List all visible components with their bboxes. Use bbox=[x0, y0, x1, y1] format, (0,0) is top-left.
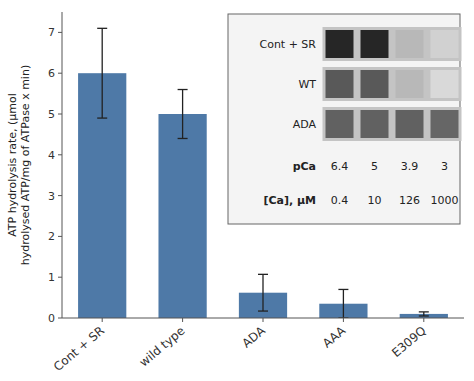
gel-band bbox=[326, 30, 354, 58]
y-tick-label: 7 bbox=[48, 26, 55, 39]
y-tick-label: 0 bbox=[48, 312, 55, 325]
y-tick bbox=[58, 236, 62, 237]
gel-band bbox=[361, 110, 389, 138]
y-tick-label: 5 bbox=[48, 108, 55, 121]
y-tick bbox=[58, 277, 62, 278]
gel-strip bbox=[323, 107, 462, 141]
gel-band bbox=[396, 30, 424, 58]
gel-band bbox=[361, 70, 389, 98]
column-label: 3 bbox=[441, 160, 448, 173]
x-tick bbox=[343, 318, 344, 322]
x-tick-label: Cont + SR bbox=[51, 324, 107, 374]
row-label: WT bbox=[298, 78, 316, 91]
gel-band bbox=[431, 70, 459, 98]
row-label: ADA bbox=[293, 118, 317, 131]
gel-band bbox=[326, 110, 354, 138]
y-tick-label: 6 bbox=[48, 67, 55, 80]
y-tick bbox=[58, 73, 62, 74]
gel-band bbox=[431, 110, 459, 138]
row-label: Cont + SR bbox=[259, 38, 316, 51]
column-label: 10 bbox=[368, 194, 382, 207]
y-tick-label: 4 bbox=[48, 149, 55, 162]
chart: 0 1 2 3 4 5 6 7 Cont + SR wild type ADA AAA E309Q ATP… bbox=[0, 0, 474, 381]
gel-band bbox=[326, 70, 354, 98]
column-label: 3.9 bbox=[401, 160, 419, 173]
y-tick bbox=[58, 154, 62, 155]
gel-band bbox=[431, 30, 459, 58]
column-label: 5 bbox=[371, 160, 378, 173]
y-tick-label: 1 bbox=[48, 271, 55, 284]
x-tick-label: ADA bbox=[239, 323, 268, 351]
y-tick bbox=[58, 32, 62, 33]
y-tick bbox=[58, 114, 62, 115]
gel-band bbox=[396, 110, 424, 138]
x-tick bbox=[263, 318, 264, 322]
error-bar bbox=[178, 90, 188, 139]
error-bar bbox=[338, 289, 348, 318]
error-bar bbox=[258, 274, 268, 311]
gel-strip bbox=[323, 67, 462, 101]
y-axis bbox=[62, 12, 63, 318]
column-label: 0.4 bbox=[331, 194, 349, 207]
y-tick-label: 2 bbox=[48, 230, 55, 243]
y-tick bbox=[58, 195, 62, 196]
x-tick-label: wild type bbox=[137, 324, 188, 370]
x-tick bbox=[102, 318, 103, 322]
y-axis-label: ATP hydrolysis rate, (µmolhydrolysed ATP… bbox=[6, 65, 32, 265]
y-tick-label: 3 bbox=[48, 190, 55, 203]
gel-band bbox=[396, 70, 424, 98]
column-label-name: pCa bbox=[293, 160, 316, 173]
column-label: 126 bbox=[399, 194, 420, 207]
x-tick-label: E309Q bbox=[389, 324, 429, 360]
column-label-name: [Ca], µM bbox=[263, 194, 316, 207]
gel-strip bbox=[323, 27, 462, 61]
gel-inset: Cont + SR WT ADA pCa 6.4 5 3.9 3 [Ca], µM 0.4 10 12… bbox=[228, 14, 462, 224]
gel-band bbox=[361, 30, 389, 58]
x-tick-label: AAA bbox=[320, 323, 349, 350]
error-bar bbox=[97, 28, 107, 118]
bar bbox=[158, 114, 206, 318]
y-tick bbox=[58, 318, 62, 319]
x-tick bbox=[423, 318, 424, 322]
column-label: 6.4 bbox=[331, 160, 349, 173]
error-bar bbox=[419, 312, 429, 316]
column-label: 1000 bbox=[431, 194, 459, 207]
x-tick bbox=[182, 318, 183, 322]
